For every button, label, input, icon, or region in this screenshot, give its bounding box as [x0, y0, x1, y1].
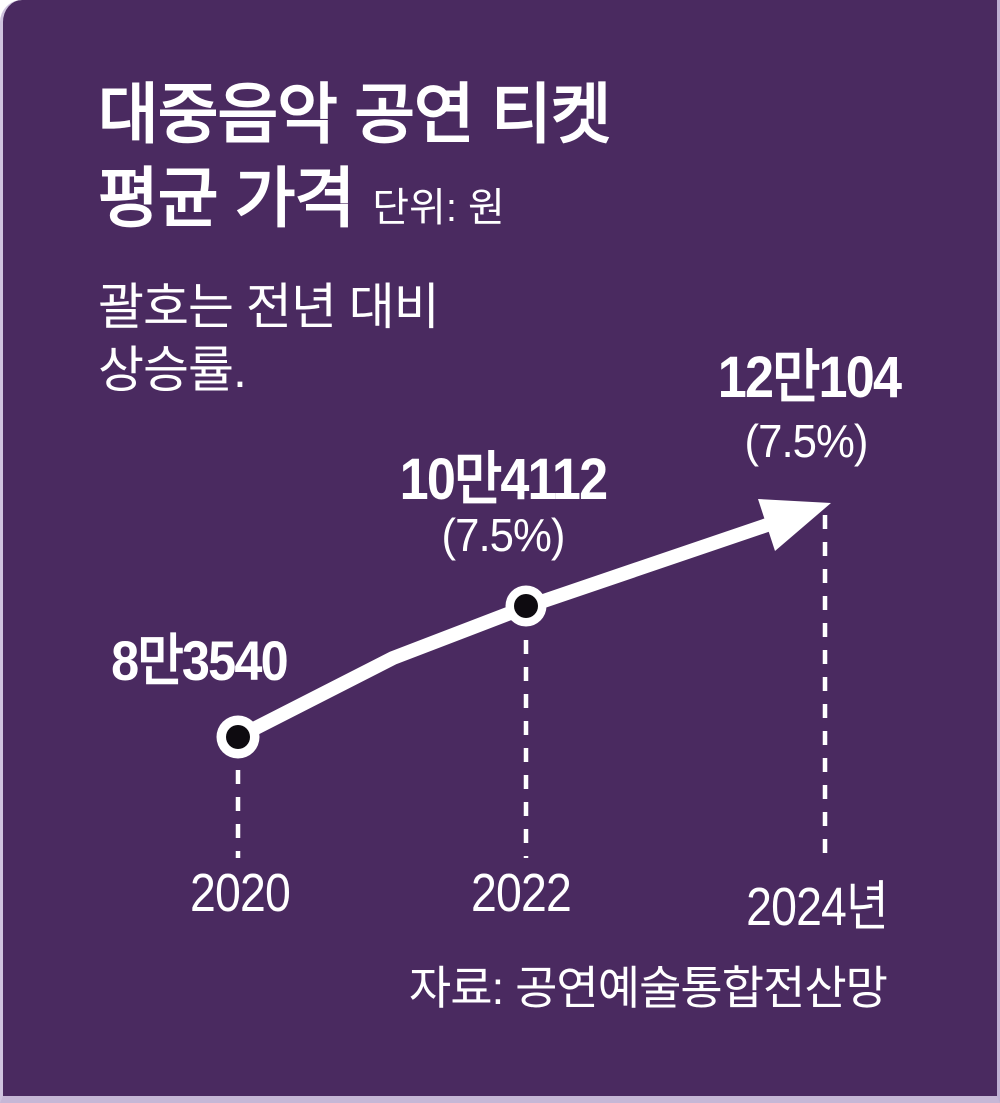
arrowhead-icon — [758, 499, 831, 551]
value-label-2024: 12만104 — [717, 345, 902, 410]
source-credit: 자료: 공연예술통합전산망 — [408, 962, 888, 1014]
trend-line — [234, 518, 770, 744]
page-title: 대중음악 공연 티켓 평균 가격 단위: 원 — [98, 72, 611, 241]
chart-note: 괄호는 전년 대비 상승률. — [98, 276, 440, 402]
pct-label-2022: (7.5%) — [441, 509, 565, 561]
x-tick-2022: 2022 — [471, 863, 572, 923]
note-line-2: 상승률. — [98, 342, 247, 398]
value-label-2022: 10만4112 — [399, 447, 609, 512]
pct-label-2024: (7.5%) — [744, 415, 868, 467]
marker-2020-dot — [226, 725, 250, 749]
value-label-2020: 8만3540 — [111, 629, 289, 692]
unit-label: 단위: 원 — [372, 186, 505, 231]
title-line-1: 대중음악 공연 티켓 — [98, 77, 611, 151]
trend-chart — [216, 499, 831, 858]
x-tick-2024: 2024년 — [746, 877, 889, 937]
note-line-1: 괄호는 전년 대비 — [98, 279, 440, 335]
marker-2022-dot — [514, 594, 538, 618]
x-tick-2020: 2020 — [190, 863, 291, 923]
title-line-2: 평균 가격 단위: 원 — [98, 156, 610, 240]
title-line-2-text: 평균 가격 — [98, 161, 355, 236]
